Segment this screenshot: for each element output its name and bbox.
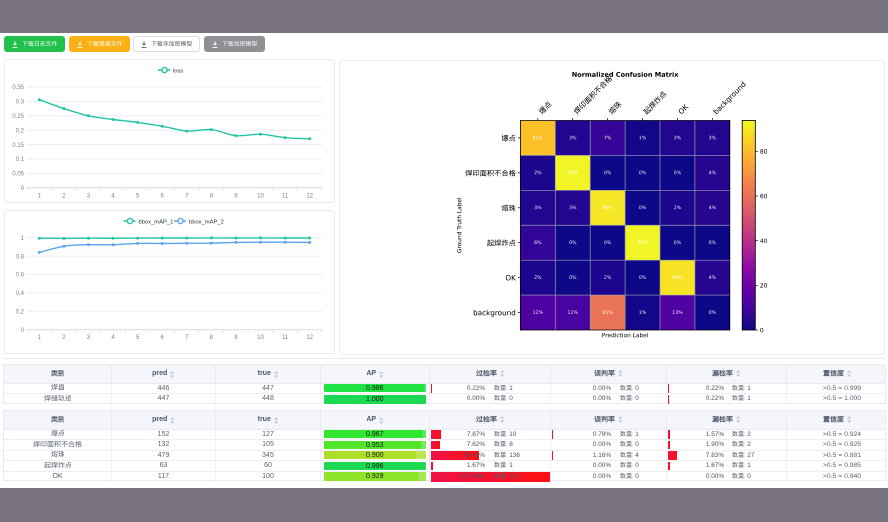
svg-text:1: 1 xyxy=(38,193,42,199)
svg-text:11: 11 xyxy=(282,335,289,341)
svg-text:6: 6 xyxy=(161,193,165,199)
svg-text:10: 10 xyxy=(257,193,264,199)
svg-text:8: 8 xyxy=(210,335,214,341)
svg-text:11: 11 xyxy=(282,193,289,199)
svg-text:2: 2 xyxy=(62,193,66,199)
svg-text:8: 8 xyxy=(210,193,214,199)
svg-text:12: 12 xyxy=(306,335,313,341)
svg-text:bbox_mAP_1: bbox_mAP_1 xyxy=(139,219,174,225)
svg-text:6: 6 xyxy=(161,335,165,341)
svg-text:0.35: 0.35 xyxy=(12,85,24,91)
svg-text:0.6: 0.6 xyxy=(16,273,25,279)
svg-text:9: 9 xyxy=(234,193,238,199)
svg-text:0.2: 0.2 xyxy=(16,310,25,316)
svg-text:4: 4 xyxy=(111,335,115,341)
svg-text:0.1: 0.1 xyxy=(16,157,25,163)
svg-text:3: 3 xyxy=(87,335,91,341)
svg-text:7: 7 xyxy=(185,193,189,199)
svg-text:0: 0 xyxy=(21,186,25,192)
svg-text:5: 5 xyxy=(136,335,140,341)
svg-text:0.05: 0.05 xyxy=(12,172,24,178)
svg-text:1: 1 xyxy=(38,335,42,341)
svg-text:2: 2 xyxy=(62,335,66,341)
svg-text:0.3: 0.3 xyxy=(16,100,25,106)
svg-text:12: 12 xyxy=(306,193,313,199)
svg-text:0.8: 0.8 xyxy=(16,254,25,260)
svg-text:4: 4 xyxy=(111,193,115,199)
svg-text:10: 10 xyxy=(257,335,264,341)
svg-text:7: 7 xyxy=(185,335,189,341)
svg-text:0.15: 0.15 xyxy=(12,143,24,149)
svg-text:0: 0 xyxy=(21,328,25,334)
svg-text:9: 9 xyxy=(234,335,238,341)
svg-text:5: 5 xyxy=(136,193,140,199)
svg-text:1: 1 xyxy=(21,236,25,242)
svg-text:0.25: 0.25 xyxy=(12,114,24,120)
svg-text:3: 3 xyxy=(87,193,91,199)
svg-text:loss: loss xyxy=(173,68,183,74)
svg-text:0.2: 0.2 xyxy=(16,128,25,134)
svg-text:bbox_mAP_2: bbox_mAP_2 xyxy=(189,219,224,225)
svg-text:0.4: 0.4 xyxy=(16,291,25,297)
